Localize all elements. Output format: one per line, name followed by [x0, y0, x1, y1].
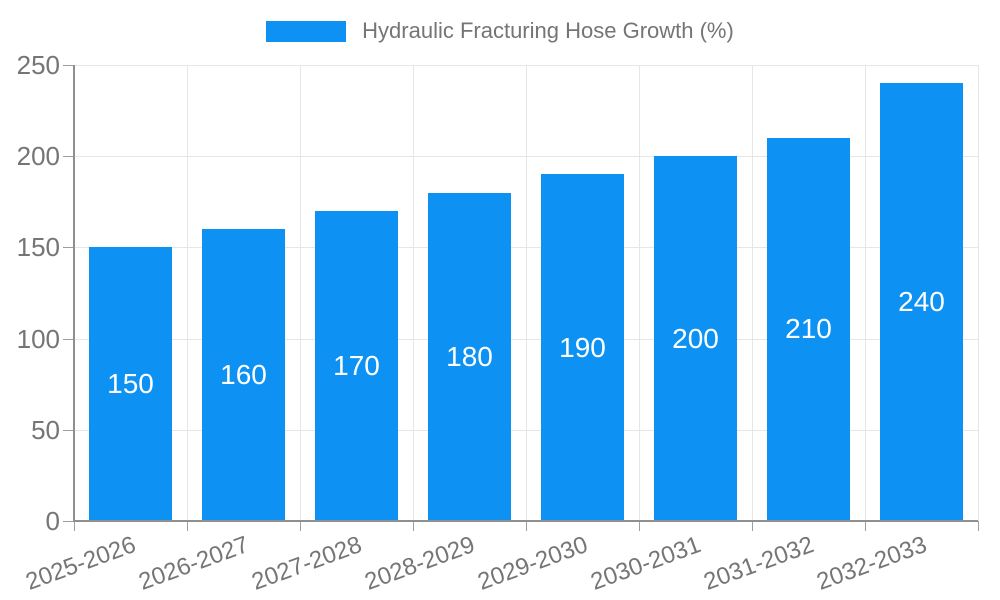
x-axis-tick-label: 2030-2031: [586, 531, 705, 596]
y-axis-tick: [63, 339, 74, 340]
x-gridline: [865, 65, 866, 521]
x-axis-tick: [978, 521, 979, 531]
x-axis-tick: [413, 521, 414, 531]
x-axis-tick-label: 2027-2028: [247, 531, 366, 596]
y-axis-tick-label: 200: [16, 141, 60, 171]
y-axis-tick-label: 100: [16, 324, 60, 354]
y-axis-tick-label: 0: [45, 506, 60, 536]
bar-value-label: 190: [559, 332, 606, 363]
y-axis-tick-label: 150: [16, 232, 60, 262]
bar-value-label: 150: [107, 368, 154, 399]
bar: [315, 211, 398, 520]
bar-value-label: 180: [446, 341, 493, 372]
x-gridline: [413, 65, 414, 521]
bar: [767, 138, 850, 520]
x-axis-tick: [865, 521, 866, 531]
x-axis-tick: [300, 521, 301, 531]
bar: [89, 247, 172, 520]
x-axis-tick: [752, 521, 753, 531]
x-gridline: [300, 65, 301, 521]
bar-value-label: 160: [220, 359, 267, 390]
bar: [880, 83, 963, 520]
x-axis-tick-label: 2028-2029: [360, 531, 479, 596]
x-axis-tick: [74, 521, 75, 531]
x-axis-tick: [526, 521, 527, 531]
bar: [541, 174, 624, 520]
legend-label: Hydraulic Fracturing Hose Growth (%): [362, 18, 734, 43]
x-axis-tick: [639, 521, 640, 531]
bar: [428, 193, 511, 520]
y-axis-tick: [63, 521, 74, 522]
y-axis-line: [73, 65, 75, 521]
bar-value-label: 170: [333, 350, 380, 381]
bar-value-label: 210: [785, 313, 832, 344]
bar-value-label: 200: [672, 323, 719, 354]
y-axis-tick: [63, 65, 74, 66]
x-axis-line: [73, 520, 978, 522]
x-gridline: [639, 65, 640, 521]
x-axis-tick: [187, 521, 188, 531]
y-axis-tick-label: 50: [31, 415, 60, 445]
x-axis-tick-label: 2025-2026: [21, 531, 140, 596]
y-axis-tick-label: 250: [16, 50, 60, 80]
x-gridline: [187, 65, 188, 521]
bar: [202, 229, 285, 520]
x-axis-tick-label: 2026-2027: [134, 531, 253, 596]
x-gridline: [526, 65, 527, 521]
x-axis-tick-label: 2031-2032: [699, 531, 818, 596]
chart-legend: Hydraulic Fracturing Hose Growth (%): [0, 18, 1000, 44]
x-axis-tick-label: 2029-2030: [473, 531, 592, 596]
y-axis-tick: [63, 430, 74, 431]
y-axis-tick: [63, 156, 74, 157]
bar: [654, 156, 737, 520]
x-gridline: [752, 65, 753, 521]
bar-value-label: 240: [898, 286, 945, 317]
x-gridline: [978, 65, 979, 521]
legend-swatch: [266, 20, 347, 42]
y-axis-tick: [63, 247, 74, 248]
x-axis-tick-label: 2032-2033: [812, 531, 931, 596]
